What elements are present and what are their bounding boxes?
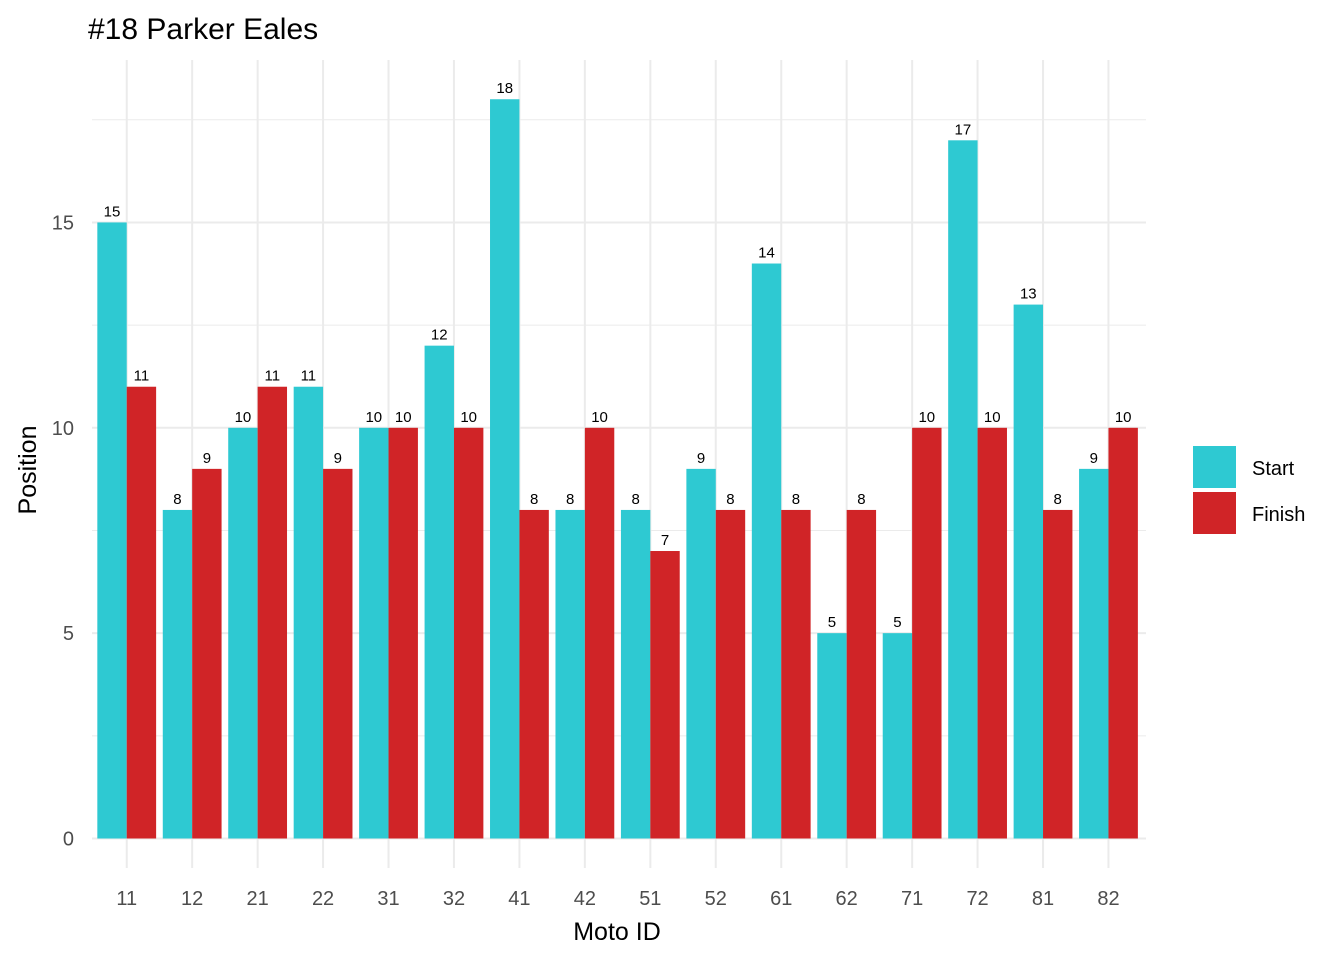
x-tick-label: 31 [377,888,399,910]
legend-label-finish: Finish [1252,504,1305,526]
x-tick-label: 22 [312,888,334,910]
data-label-start-32: 12 [431,327,448,344]
data-label-finish-42: 10 [591,409,608,426]
data-label-finish-11: 11 [134,368,150,385]
data-labels: 15 11 8 9 10 11 11 9 10 10 12 10 18 8 8 10 8 7 9 8 14 8 5 8 5 10 1… [104,80,1132,631]
bar-start-32 [424,345,454,839]
y-axis: 0 5 10 15 [52,212,74,850]
bar-start-81 [1013,304,1044,839]
data-label-finish-71: 10 [918,409,935,426]
data-label-start-51: 8 [631,491,639,508]
data-label-start-61: 14 [758,245,775,262]
bar-start-21 [228,427,258,839]
data-label-finish-81: 8 [1054,491,1062,508]
chart-title: #18 Parker Eales [88,13,318,46]
bar-start-62 [817,633,847,839]
data-label-finish-31: 10 [395,409,412,426]
bar-start-31 [359,427,389,839]
bar-finish-41 [519,509,549,839]
bar-start-42 [555,509,585,839]
bar-start-72 [948,140,978,839]
data-label-start-82: 9 [1090,450,1098,467]
bar-finish-22 [323,468,353,839]
x-tick-label: 81 [1032,888,1054,910]
bar-start-11 [97,222,127,839]
bar-start-51 [620,509,651,839]
bar-start-82 [1079,468,1109,839]
legend: Start Finish [1193,446,1305,534]
data-label-finish-72: 10 [984,409,1001,426]
y-tick-label: 5 [63,623,74,645]
legend-swatch-start [1193,446,1236,488]
bar-finish-12 [192,468,222,839]
data-label-start-41: 18 [496,80,513,97]
data-label-finish-82: 10 [1115,409,1132,426]
x-tick-label: 41 [508,888,530,910]
data-label-start-21: 10 [235,409,252,426]
bar-start-61 [751,263,782,839]
data-label-start-71: 5 [893,614,901,631]
data-label-finish-22: 9 [334,450,342,467]
bar-finish-42 [584,427,615,839]
x-tick-label: 82 [1097,888,1119,910]
data-label-start-12: 8 [173,491,181,508]
x-tick-label: 51 [639,888,661,910]
data-label-start-11: 15 [104,203,121,220]
data-label-start-52: 9 [697,450,705,467]
data-label-finish-41: 8 [530,491,538,508]
x-tick-label: 72 [966,888,988,910]
data-label-finish-61: 8 [792,491,800,508]
data-label-start-81: 13 [1020,286,1037,303]
data-label-start-72: 17 [955,121,972,138]
x-tick-label: 21 [247,888,269,910]
data-label-finish-21: 11 [265,368,281,385]
bar-start-71 [882,633,913,839]
x-tick-label: 52 [705,888,727,910]
y-tick-label: 0 [63,829,74,851]
y-tick-label: 15 [52,212,74,234]
bar-finish-71 [912,427,942,839]
bar-start-52 [686,468,716,839]
bar-finish-52 [715,509,746,839]
bar-finish-11 [126,386,157,839]
bar-start-22 [293,386,324,839]
bar-finish-32 [453,427,484,839]
bar-finish-62 [846,509,877,839]
x-tick-label: 61 [770,888,792,910]
bar-start-41 [490,99,520,839]
x-axis-title: Moto ID [573,918,661,946]
data-label-finish-32: 10 [460,409,477,426]
bar-start-12 [162,509,193,839]
y-axis-title: Position [14,426,42,515]
data-label-start-31: 10 [365,409,382,426]
legend-label-start: Start [1252,458,1295,480]
x-tick-label: 42 [574,888,596,910]
bar-finish-82 [1108,427,1138,839]
x-tick-label: 11 [116,888,137,910]
y-tick-label: 10 [52,418,74,440]
bar-finish-72 [977,427,1007,839]
data-label-finish-12: 9 [203,450,211,467]
data-label-start-42: 8 [566,491,574,508]
bar-finish-21 [257,386,288,839]
bar-finish-61 [781,509,811,839]
data-label-finish-52: 8 [726,491,734,508]
bar-finish-81 [1043,509,1073,839]
data-label-start-62: 5 [828,614,836,631]
data-label-start-22: 11 [301,368,317,385]
data-label-finish-51: 7 [661,532,669,549]
bars [97,99,1138,839]
x-tick-label: 62 [836,888,858,910]
x-tick-label: 71 [901,888,923,910]
x-axis: 11 12 21 22 31 32 41 42 51 52 61 62 71 72 81 82 [116,888,1119,910]
x-tick-label: 12 [181,888,203,910]
bar-finish-31 [388,427,418,839]
legend-swatch-finish [1193,492,1236,534]
bar-finish-51 [650,551,680,839]
data-label-finish-62: 8 [857,491,865,508]
x-tick-label: 32 [443,888,465,910]
